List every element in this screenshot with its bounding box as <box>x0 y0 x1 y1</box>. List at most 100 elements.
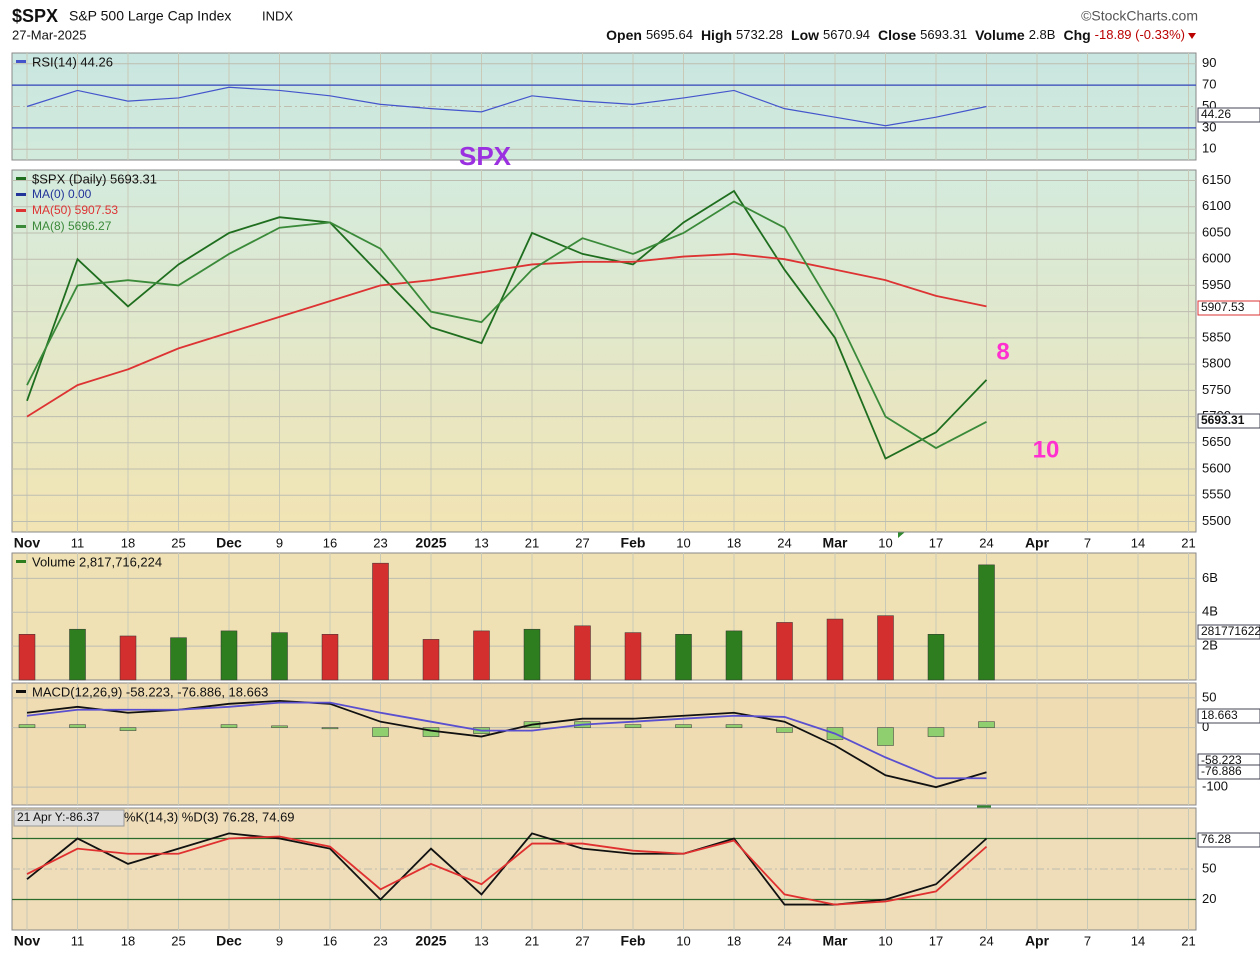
legend-swatch <box>16 60 26 63</box>
y-tick-label: 10 <box>1202 141 1216 156</box>
x-tick-label: 9 <box>276 933 283 948</box>
x-tick-label: 7 <box>1084 535 1091 550</box>
legend-entry: Volume 2,817,716,224 <box>32 554 162 569</box>
value-tag <box>1197 300 1260 316</box>
x-tick-label: 7 <box>1084 933 1091 948</box>
bar <box>523 628 541 681</box>
legend-swatch <box>16 560 26 563</box>
y-tick-label: -100 <box>1202 779 1228 794</box>
x-tick-label: 23 <box>373 933 387 948</box>
x-tick-label: 18 <box>727 933 741 948</box>
value-tag <box>1197 708 1260 724</box>
y-tick-label: 0 <box>1202 719 1209 734</box>
x-tick-label: 11 <box>71 933 85 948</box>
x-tick-label: 21 <box>1181 535 1195 550</box>
x-tick-label: Nov <box>14 535 41 551</box>
bar <box>18 634 36 681</box>
y-tick-label: 5850 <box>1202 329 1231 344</box>
bar <box>927 634 945 681</box>
bar <box>119 727 137 731</box>
x-tick-label: Apr <box>1025 535 1050 551</box>
stat-label: Low <box>791 27 819 43</box>
y-tick-label: 5650 <box>1202 434 1231 449</box>
y-tick-label: 6050 <box>1202 224 1231 239</box>
value-tag <box>1197 764 1260 780</box>
value-tag-label: -58.223 <box>1201 753 1242 767</box>
value-tag-label: 2817716224 <box>1201 624 1260 638</box>
stat-value: 2.8B <box>1029 27 1056 42</box>
stat-value: 5693.31 <box>920 27 967 42</box>
value-tag-label: 5693.31 <box>1201 413 1245 427</box>
x-tick-label: 25 <box>171 933 185 948</box>
value-tag-label: 5907.53 <box>1201 300 1245 314</box>
x-tick-label: 18 <box>121 535 135 550</box>
legend-swatch <box>16 225 26 228</box>
y-tick-label: 5750 <box>1202 382 1231 397</box>
series-line <box>26 200 987 450</box>
y-tick-label: 2B <box>1202 638 1218 653</box>
x-tick-label: Mar <box>823 535 848 551</box>
bar <box>675 724 692 728</box>
x-tick-label: 17 <box>929 933 943 948</box>
bar <box>675 634 692 681</box>
bar <box>321 634 339 681</box>
x-tick-label: 16 <box>323 535 337 550</box>
bar <box>473 630 490 681</box>
x-tick-label: 2025 <box>415 535 446 551</box>
legend-entry: MA(8) 5696.27 <box>32 219 112 233</box>
x-tick-label: 24 <box>979 933 993 948</box>
index-name: S&P 500 Large Cap Index <box>69 8 231 24</box>
x-tick-label: Dec <box>216 933 242 949</box>
y-tick-label: 5550 <box>1202 487 1231 502</box>
bar <box>725 630 743 681</box>
value-tag-label: -76.886 <box>1201 764 1242 778</box>
bar <box>170 637 187 681</box>
x-tick-label: 24 <box>777 933 791 948</box>
down-triangle <box>1188 33 1196 39</box>
bar <box>574 625 591 681</box>
bar <box>776 727 793 733</box>
y-tick-label: 5800 <box>1202 356 1231 371</box>
stat-value: 5732.28 <box>736 27 783 42</box>
x-tick-label: 18 <box>121 933 135 948</box>
x-tick-label: 9 <box>276 535 283 550</box>
x-tick-label: 18 <box>727 535 741 550</box>
annotation: SPX <box>459 141 512 171</box>
legend-swatch <box>16 177 26 180</box>
value-tag <box>1197 413 1260 429</box>
bar <box>978 564 995 681</box>
x-tick-label: 10 <box>676 933 690 948</box>
x-tick-label: 21 <box>525 535 539 550</box>
value-tag-label: 18.663 <box>1201 708 1238 722</box>
bar <box>877 727 894 746</box>
x-tick-label: 10 <box>878 535 892 550</box>
legend-entry: MA(0) 0.00 <box>32 187 92 201</box>
bar <box>725 724 743 728</box>
stat-label: Volume <box>975 27 1025 43</box>
bar <box>271 725 288 728</box>
y-tick-label: 30 <box>1202 119 1216 134</box>
y-tick-label: 5950 <box>1202 277 1231 292</box>
legend-swatch <box>16 690 26 693</box>
crosshair-box <box>13 809 125 827</box>
x-tick-label: 27 <box>575 933 589 948</box>
x-tick-label: 2025 <box>415 933 446 949</box>
x-tick-label: 27 <box>575 535 589 550</box>
x-tick-label: Dec <box>216 535 242 551</box>
bar <box>69 628 86 681</box>
y-tick-label: 50 <box>1202 860 1216 875</box>
symbol: $SPX <box>12 6 58 26</box>
value-tag <box>1197 107 1260 123</box>
x-tick-label: Mar <box>823 933 848 949</box>
legend-entry: $SPX (Daily) 5693.31 <box>32 171 157 186</box>
stat-value: -18.89 (-0.33%) <box>1095 27 1185 42</box>
series-line <box>26 835 988 906</box>
bar <box>372 727 389 737</box>
x-tick-label: 13 <box>474 535 488 550</box>
wave-label: 8 <box>996 338 1009 365</box>
y-tick-label: 50 <box>1202 689 1216 704</box>
bar <box>927 727 945 737</box>
y-tick-label: 6000 <box>1202 251 1231 266</box>
x-tick-label: 10 <box>676 535 690 550</box>
